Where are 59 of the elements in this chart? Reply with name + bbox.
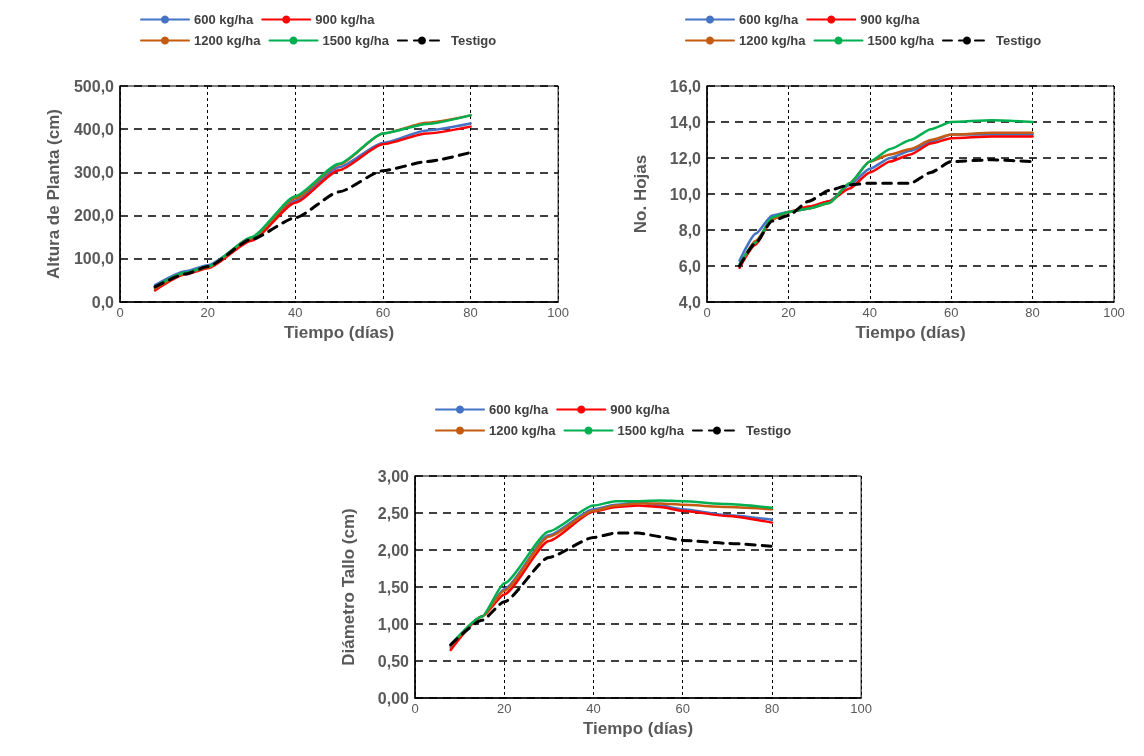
y-axis-title: Diámetro Tallo (cm) [339, 508, 358, 666]
y-tick-label: 400,0 [73, 120, 115, 138]
x-tick-label: 80 [764, 701, 780, 716]
y-tick-label: 500,0 [73, 77, 115, 95]
x-tick-label: 40 [288, 305, 303, 320]
x-tick-label: 100 [1103, 305, 1125, 320]
x-tick-label: 60 [375, 305, 391, 320]
x-tick-label: 0 [703, 305, 711, 320]
y-tick-label: 0,0 [91, 293, 115, 311]
legend-label: Testigo [745, 423, 792, 438]
legend-label: 600 kg/ha [739, 12, 800, 27]
x-axis-title: Tiempo (días) [283, 323, 395, 342]
x-tick-label: 20 [781, 305, 796, 320]
x-tick-label: 0 [411, 701, 419, 716]
x-tick-label: 20 [497, 701, 512, 716]
x-axis-title: Tiempo (días) [582, 719, 694, 738]
y-tick-label: 12,0 [669, 149, 702, 167]
x-tick-label: 60 [943, 305, 959, 320]
x-tick-label: 20 [200, 305, 215, 320]
y-tick-label: 1,50 [377, 578, 410, 596]
y-tick-label: 2,50 [377, 504, 410, 522]
y-tick-label: 200,0 [73, 207, 115, 225]
legend-label: 1200 kg/ha [489, 423, 557, 438]
y-tick-label: 2,00 [377, 541, 410, 559]
legend-label: 1200 kg/ha [739, 33, 807, 48]
y-tick-label: 14,0 [669, 113, 702, 131]
legend-label: 1500 kg/ha [617, 423, 685, 438]
y-tick-label: 0,50 [377, 652, 410, 670]
x-tick-label: 0 [116, 305, 124, 320]
legend-label: 900 kg/ha [315, 12, 376, 27]
x-tick-label: 100 [850, 701, 873, 716]
legend-label: 900 kg/ha [610, 402, 671, 417]
legend-label: 1500 kg/ha [867, 33, 935, 48]
legend-label: Testigo [450, 33, 497, 48]
y-tick-label: 0,00 [377, 689, 410, 707]
y-tick-label: 300,0 [73, 163, 115, 181]
legend-label: 1500 kg/ha [322, 33, 390, 48]
x-tick-label: 40 [586, 701, 601, 716]
y-axis-title: No. Hojas [631, 154, 650, 234]
y-tick-label: 8,0 [678, 221, 702, 239]
legend-label: Testigo [995, 33, 1042, 48]
y-tick-label: 1,00 [377, 615, 410, 633]
y-tick-label: 6,0 [678, 257, 702, 275]
y-tick-label: 10,0 [669, 185, 702, 203]
x-tick-label: 80 [1025, 305, 1040, 320]
x-tick-label: 80 [463, 305, 478, 320]
y-axis-title: Altura de Planta (cm) [44, 108, 63, 280]
legend-label: 900 kg/ha [860, 12, 921, 27]
legend-label: 600 kg/ha [194, 12, 255, 27]
y-tick-label: 16,0 [669, 77, 702, 95]
x-tick-label: 100 [547, 305, 570, 320]
x-tick-label: 40 [862, 305, 878, 320]
x-axis-title: Tiempo (días) [855, 323, 966, 342]
legend-label: 1200 kg/ha [194, 33, 262, 48]
y-tick-label: 100,0 [73, 250, 115, 268]
x-tick-label: 60 [675, 701, 690, 716]
y-tick-label: 3,00 [377, 467, 410, 485]
y-tick-label: 4,0 [678, 293, 702, 311]
legend-label: 600 kg/ha [489, 402, 550, 417]
